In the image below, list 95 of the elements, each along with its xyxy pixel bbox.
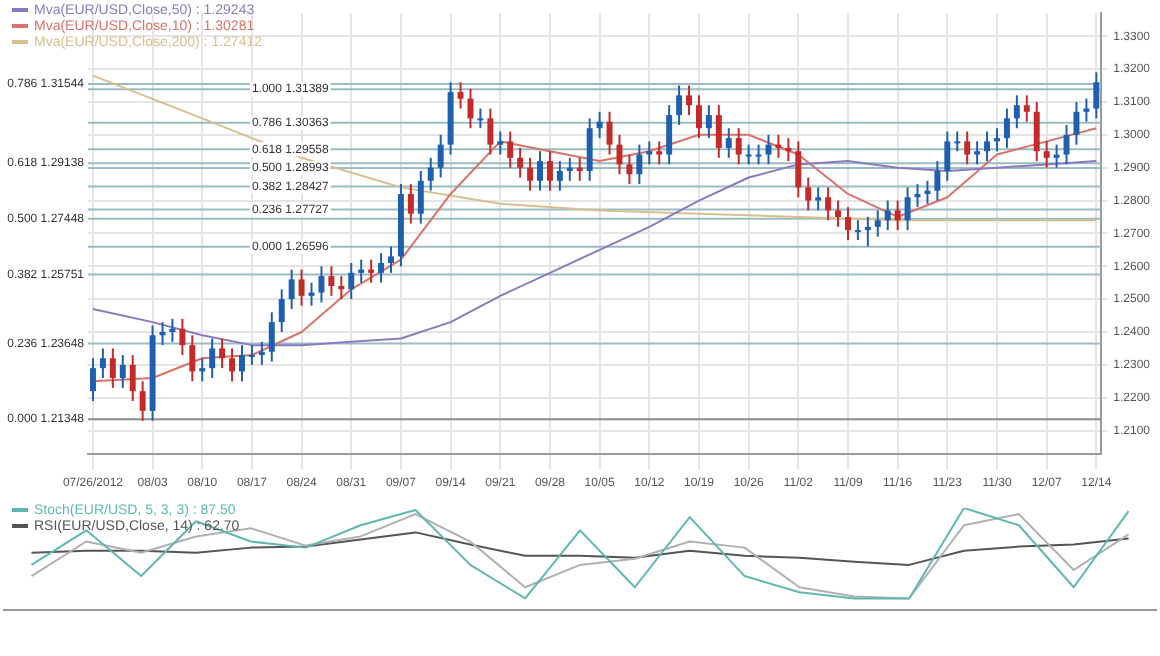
candlestick	[239, 344, 245, 383]
candlestick	[596, 110, 603, 140]
candlestick	[1013, 94, 1020, 130]
candlestick	[527, 156, 534, 192]
candlestick	[119, 354, 126, 389]
candlestick	[467, 87, 474, 130]
candlestick	[994, 127, 1000, 153]
candlestick	[139, 380, 146, 422]
candlestick	[884, 199, 891, 232]
candlestick	[705, 104, 712, 140]
candlestick	[407, 183, 414, 225]
candlestick	[805, 176, 812, 212]
candlestick	[517, 146, 524, 179]
candlestick	[169, 317, 176, 343]
candlestick	[566, 156, 573, 182]
candlestick	[1033, 100, 1040, 163]
candlestick	[606, 110, 613, 156]
candlestick	[735, 127, 742, 166]
candlestick	[298, 268, 305, 307]
candlestick	[348, 261, 355, 301]
candlestick	[676, 84, 683, 126]
candlestick	[686, 84, 692, 117]
candlestick	[1083, 97, 1090, 123]
candlestick	[666, 104, 673, 166]
candlestick	[507, 130, 514, 169]
candlestick	[755, 143, 762, 166]
candlestick	[99, 347, 106, 380]
candlestick	[288, 268, 295, 310]
candlestick	[537, 150, 543, 192]
candlestick	[189, 334, 196, 383]
candlestick	[129, 354, 136, 403]
candlestick	[835, 199, 842, 228]
candlestick	[844, 206, 851, 241]
candlestick	[487, 107, 494, 156]
candlestick	[219, 337, 226, 370]
candlestick	[89, 357, 96, 403]
candlestick	[546, 150, 553, 192]
candlestick	[715, 104, 722, 159]
candlestick	[954, 130, 961, 153]
candlestick	[1053, 143, 1060, 169]
candlestick	[338, 275, 345, 301]
candlestick	[825, 186, 832, 222]
candlestick	[1073, 100, 1080, 146]
candlestick	[1003, 107, 1010, 149]
candlestick	[308, 281, 315, 307]
candlestick	[368, 258, 375, 284]
candlestick	[427, 156, 434, 192]
candlestick	[944, 130, 951, 182]
candlestick	[1093, 71, 1100, 120]
candlestick	[437, 133, 444, 179]
candlestick	[328, 265, 335, 297]
candlestick	[248, 344, 255, 366]
candlestick	[417, 169, 424, 225]
candlestick	[378, 252, 385, 284]
candlestick	[477, 107, 484, 130]
candlestick	[179, 317, 186, 356]
candlestick	[924, 179, 931, 205]
candlestick	[964, 130, 971, 166]
candlestick	[457, 81, 464, 110]
candlestick	[318, 265, 325, 304]
candlestick	[934, 160, 941, 202]
candlestick	[1043, 140, 1050, 169]
candlestick	[1063, 123, 1070, 166]
candlestick	[904, 186, 911, 232]
candlestick	[358, 258, 365, 284]
candlestick	[497, 130, 504, 156]
candlestick	[785, 137, 792, 163]
candlestick	[894, 199, 901, 232]
candlestick	[745, 143, 752, 166]
candlestick	[626, 153, 633, 186]
candlestick	[725, 127, 732, 159]
candlestick	[268, 311, 275, 363]
candlestick	[656, 140, 663, 166]
candlestick	[984, 130, 991, 163]
candlestick	[388, 245, 394, 274]
candlestick	[636, 143, 643, 186]
candlestick	[1023, 94, 1030, 123]
candlestick	[576, 156, 583, 182]
candlestick	[646, 140, 653, 166]
candlestick	[209, 337, 216, 380]
candlestick	[258, 340, 265, 366]
candlestick	[815, 186, 822, 212]
candlestick	[864, 215, 871, 248]
candlestick	[854, 219, 861, 241]
candlestick	[278, 288, 285, 333]
candlestick	[199, 357, 206, 383]
candlestick	[695, 94, 702, 140]
candlestick	[974, 140, 981, 166]
candlestick	[874, 209, 881, 238]
candlestick	[556, 160, 563, 192]
candlestick	[795, 140, 802, 199]
candlestick	[775, 133, 782, 159]
candlestick	[109, 347, 116, 389]
candlestick	[229, 347, 236, 383]
candlestick	[586, 117, 593, 182]
